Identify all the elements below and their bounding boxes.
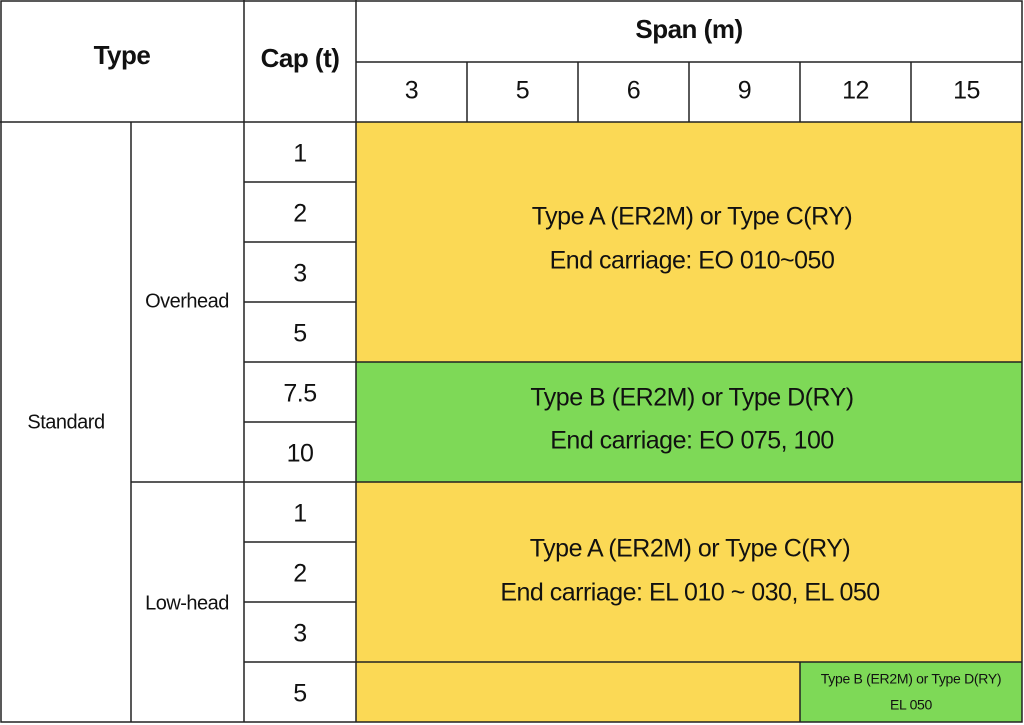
block-text: Type A (ER2M) or Type C(RY) <box>532 203 852 231</box>
header-cap: Cap (t) <box>261 43 340 73</box>
span-value: 12 <box>842 77 869 105</box>
span-value: 5 <box>516 77 529 105</box>
span-value: 3 <box>405 77 418 105</box>
header-type: Type <box>94 40 151 70</box>
block-text: Type B (ER2M) or Type D(RY) <box>821 671 1001 687</box>
subgroup-label: Low-head <box>145 592 229 614</box>
cap-value: 2 <box>293 560 306 588</box>
cap-value: 1 <box>293 140 306 168</box>
block-text: EL 050 <box>890 697 933 713</box>
cap-value: 7.5 <box>283 380 316 408</box>
block-green <box>800 662 1022 722</box>
block-text: End carriage: EO 010~050 <box>550 247 835 275</box>
cap-value: 1 <box>293 500 306 528</box>
cap-value: 5 <box>293 320 306 348</box>
block-text: Type A (ER2M) or Type C(RY) <box>530 535 850 563</box>
span-value: 9 <box>738 77 751 105</box>
span-value: 15 <box>953 77 980 105</box>
block-text: Type B (ER2M) or Type D(RY) <box>530 384 853 412</box>
span-value: 6 <box>627 77 640 105</box>
group-label: Standard <box>27 411 104 433</box>
subgroup-label: Overhead <box>145 290 229 312</box>
cap-value: 5 <box>293 680 306 708</box>
cap-value: 10 <box>287 440 314 468</box>
block-green <box>356 362 1022 482</box>
block-text: End carriage: EO 075, 100 <box>550 427 834 455</box>
block-yellow <box>356 122 1022 362</box>
block-yellow <box>356 482 1022 662</box>
cap-value: 2 <box>293 200 306 228</box>
block-yellow <box>356 662 800 722</box>
cap-value: 3 <box>293 260 306 288</box>
block-text: End carriage: EL 010 ~ 030, EL 050 <box>500 579 879 607</box>
header-span: Span (m) <box>635 14 742 44</box>
cap-value: 3 <box>293 620 306 648</box>
